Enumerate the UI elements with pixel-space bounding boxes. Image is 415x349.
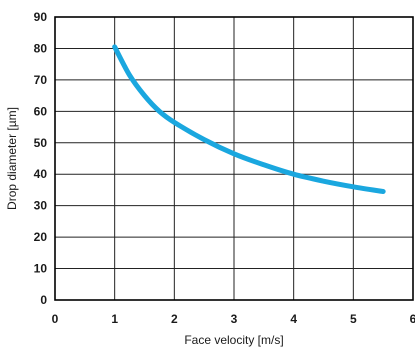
series-layer — [112, 44, 386, 195]
x-tick-label: 4 — [290, 312, 297, 326]
y-tick-label: 70 — [34, 73, 48, 87]
y-tick-label: 10 — [34, 262, 48, 276]
y-axis-label: Drop diameter [µm] — [5, 107, 19, 210]
x-tick-label: 6 — [410, 312, 415, 326]
y-tick-label: 0 — [40, 293, 47, 307]
x-tick-label: 0 — [52, 312, 59, 326]
x-axis-label: Face velocity [m/s] — [184, 333, 283, 347]
y-tick-labels: 0 10 20 30 40 50 60 70 80 90 — [34, 10, 48, 307]
grid-lines — [55, 17, 413, 300]
x-tick-label: 5 — [350, 312, 357, 326]
y-tick-label: 90 — [34, 10, 48, 24]
y-tick-label: 30 — [34, 199, 48, 213]
plot-frame — [54, 16, 414, 301]
x-tick-label: 1 — [111, 312, 118, 326]
series-line — [112, 44, 386, 195]
x-tick-label: 2 — [171, 312, 178, 326]
x-tick-label: 3 — [231, 312, 238, 326]
y-tick-label: 80 — [34, 41, 48, 55]
y-tick-label: 50 — [34, 136, 48, 150]
x-tick-labels: 0 1 2 3 4 5 6 — [52, 312, 415, 326]
y-tick-label: 60 — [34, 104, 48, 118]
y-tick-label: 40 — [34, 167, 48, 181]
y-tick-label: 20 — [34, 230, 48, 244]
